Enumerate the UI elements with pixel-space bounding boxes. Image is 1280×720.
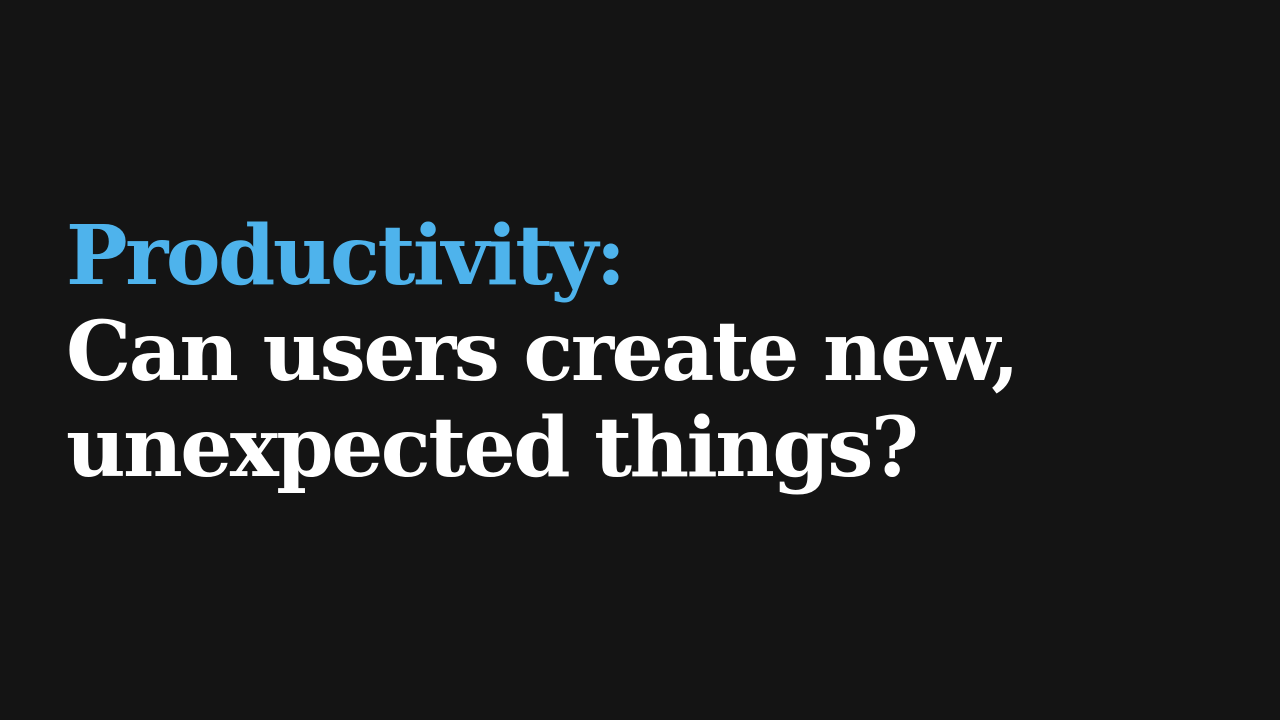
slide-heading: Productivity: [66,208,626,304]
question-line-2: unexpected things? [66,400,919,496]
question-line-1: Can users create new, [66,304,1020,400]
slide-title: Productivity: Can users create new, unex… [66,208,1020,496]
